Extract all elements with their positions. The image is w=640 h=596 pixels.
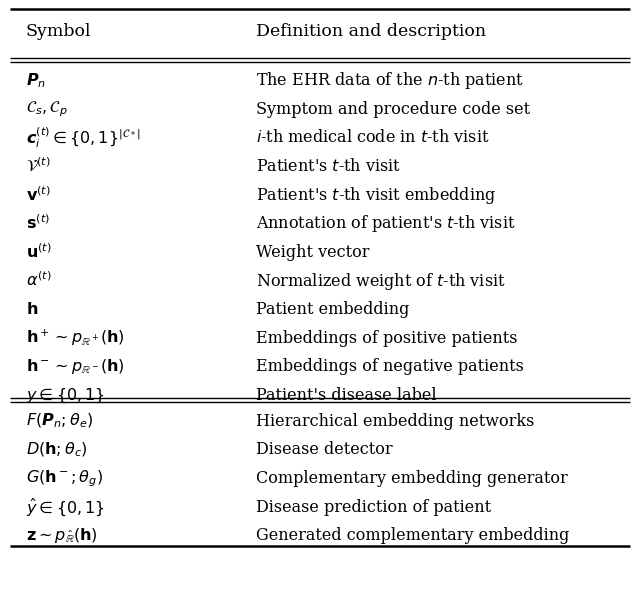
Text: Complementary embedding generator: Complementary embedding generator bbox=[256, 470, 568, 487]
Text: $\boldsymbol{c}_i^{(t)} \in \{0,1\}^{|\mathcal{C}_*|}$: $\boldsymbol{c}_i^{(t)} \in \{0,1\}^{|\m… bbox=[26, 126, 140, 150]
Text: Symptom and procedure code set: Symptom and procedure code set bbox=[256, 101, 530, 118]
Text: $F(\boldsymbol{P}_n; \theta_e)$: $F(\boldsymbol{P}_n; \theta_e)$ bbox=[26, 412, 93, 430]
Text: $\mathbf{s}^{(t)}$: $\mathbf{s}^{(t)}$ bbox=[26, 215, 49, 233]
Text: $i$-th medical code in $t$-th visit: $i$-th medical code in $t$-th visit bbox=[256, 129, 490, 147]
Text: $\mathcal{V}^{(t)}$: $\mathcal{V}^{(t)}$ bbox=[26, 157, 50, 176]
Text: $\mathbf{u}^{(t)}$: $\mathbf{u}^{(t)}$ bbox=[26, 243, 51, 262]
Text: $G(\mathbf{h}^-; \theta_g)$: $G(\mathbf{h}^-; \theta_g)$ bbox=[26, 468, 103, 489]
Text: Annotation of patient's $t$-th visit: Annotation of patient's $t$-th visit bbox=[256, 213, 516, 234]
Text: Normalized weight of $t$-th visit: Normalized weight of $t$-th visit bbox=[256, 271, 506, 291]
Text: Embeddings of negative patients: Embeddings of negative patients bbox=[256, 358, 524, 375]
Text: $\alpha^{(t)}$: $\alpha^{(t)}$ bbox=[26, 272, 51, 290]
Text: Disease detector: Disease detector bbox=[256, 442, 392, 458]
Text: Patient's $t$-th visit: Patient's $t$-th visit bbox=[256, 158, 401, 175]
Text: Definition and description: Definition and description bbox=[256, 23, 486, 41]
Text: $\mathbf{h}^- \sim p_{\mathbb{R}^-}(\mathbf{h})$: $\mathbf{h}^- \sim p_{\mathbb{R}^-}(\mat… bbox=[26, 358, 124, 376]
Text: $\mathbf{h}$: $\mathbf{h}$ bbox=[26, 301, 38, 318]
Text: $D(\mathbf{h}; \theta_c)$: $D(\mathbf{h}; \theta_c)$ bbox=[26, 440, 87, 459]
Text: Symbol: Symbol bbox=[26, 23, 91, 41]
Text: $\mathbf{z} \sim p_{\hat{\mathbb{R}}}(\mathbf{h})$: $\mathbf{z} \sim p_{\hat{\mathbb{R}}}(\m… bbox=[26, 526, 97, 545]
Text: Generated complementary embedding: Generated complementary embedding bbox=[256, 527, 570, 544]
Text: $\mathcal{C}_s, \mathcal{C}_p$: $\mathcal{C}_s, \mathcal{C}_p$ bbox=[26, 100, 67, 119]
Text: $\hat{y} \in \{0,1\}$: $\hat{y} \in \{0,1\}$ bbox=[26, 496, 104, 518]
Text: $\boldsymbol{P}_n$: $\boldsymbol{P}_n$ bbox=[26, 72, 46, 90]
Text: Embeddings of positive patients: Embeddings of positive patients bbox=[256, 330, 518, 347]
Text: $\mathbf{h}^+ \sim p_{\mathbb{R}^+}(\mathbf{h})$: $\mathbf{h}^+ \sim p_{\mathbb{R}^+}(\mat… bbox=[26, 328, 124, 349]
Text: Patient embedding: Patient embedding bbox=[256, 301, 410, 318]
Text: Weight vector: Weight vector bbox=[256, 244, 369, 261]
Text: $\mathbf{v}^{(t)}$: $\mathbf{v}^{(t)}$ bbox=[26, 186, 51, 204]
Text: Disease prediction of patient: Disease prediction of patient bbox=[256, 499, 491, 516]
Text: Hierarchical embedding networks: Hierarchical embedding networks bbox=[256, 413, 534, 430]
Text: Patient's $t$-th visit embedding: Patient's $t$-th visit embedding bbox=[256, 185, 496, 206]
Text: $y \in \{0,1\}$: $y \in \{0,1\}$ bbox=[26, 386, 104, 405]
Text: Patient's disease label: Patient's disease label bbox=[256, 387, 436, 404]
Text: The EHR data of the $n$-th patient: The EHR data of the $n$-th patient bbox=[256, 70, 524, 91]
